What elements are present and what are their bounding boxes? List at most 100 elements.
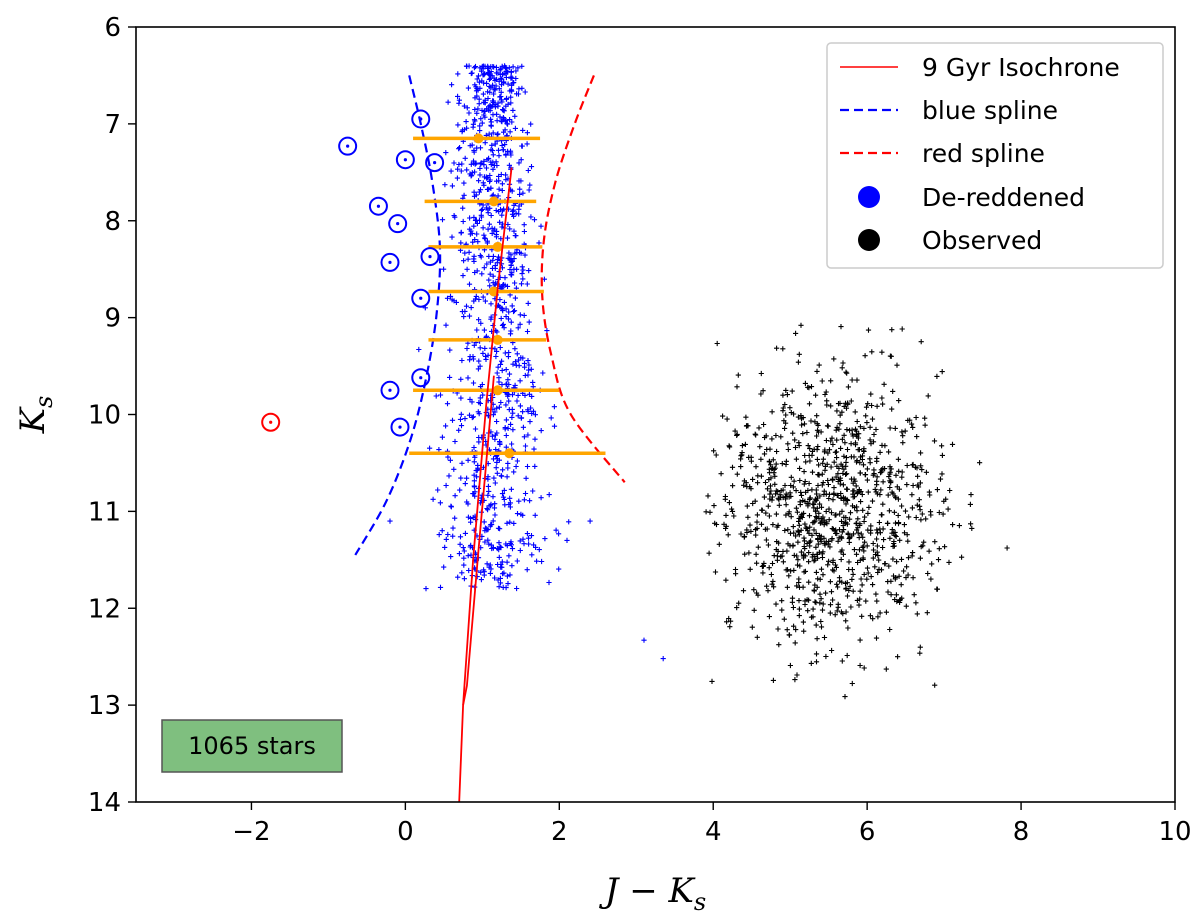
observed-point: [868, 527, 874, 533]
dereddened-point: [460, 545, 466, 551]
observed-point: [925, 393, 931, 399]
observed-point: [815, 536, 821, 542]
observed-point: [813, 544, 819, 550]
dereddened-point: [505, 460, 511, 466]
observed-point: [877, 526, 883, 532]
dereddened-point: [497, 114, 503, 120]
dereddened-point: [442, 544, 448, 550]
dereddened-point: [506, 309, 512, 315]
dereddened-point: [641, 637, 647, 643]
dereddened-point: [494, 260, 500, 266]
dereddened-point: [497, 344, 503, 351]
observed-point: [753, 551, 759, 557]
observed-point: [779, 553, 785, 559]
observed-point: [779, 607, 785, 613]
observed-point: [923, 469, 929, 475]
blue-outlier-ring: [411, 368, 431, 388]
dereddened-point: [507, 226, 513, 232]
observed-point: [855, 516, 861, 522]
dereddened-point: [449, 183, 455, 189]
observed-point: [806, 559, 812, 565]
observed-point: [826, 517, 832, 523]
observed-point: [793, 627, 799, 633]
observed-point: [861, 518, 867, 525]
observed-point: [826, 495, 832, 502]
dereddened-point: [499, 181, 505, 187]
dereddened-point: [508, 262, 514, 268]
dereddened-point: [444, 401, 451, 407]
observed-point: [852, 442, 859, 448]
observed-point: [835, 471, 841, 477]
observed-point: [832, 562, 839, 568]
observed-point: [854, 597, 860, 603]
dereddened-point: [494, 430, 500, 436]
observed-point: [810, 501, 816, 507]
dereddened-point: [479, 206, 485, 212]
dereddened-point: [527, 498, 533, 504]
observed-point: [761, 451, 768, 457]
dereddened-point: [499, 208, 506, 214]
observed-point: [959, 554, 965, 560]
dereddened-point: [487, 172, 493, 179]
observed-point: [830, 441, 836, 448]
observed-point: [874, 403, 880, 409]
dereddened-point: [457, 145, 463, 151]
observed-point: [729, 464, 736, 470]
dereddened-point: [472, 237, 478, 243]
dereddened-point: [445, 99, 451, 105]
observed-point: [732, 428, 738, 434]
dereddened-point: [486, 155, 492, 161]
dereddened-point: [445, 531, 451, 538]
blue-outlier-center: [419, 296, 423, 300]
observed-point: [890, 573, 897, 579]
observed-point: [726, 615, 732, 622]
dereddened-point: [524, 567, 530, 573]
observed-point: [791, 552, 797, 558]
dereddened-point: [508, 94, 514, 100]
observed-point: [838, 556, 844, 563]
dereddened-point: [498, 473, 504, 479]
dereddened-point: [467, 231, 473, 237]
observed-point: [858, 499, 864, 505]
dereddened-point: [513, 210, 519, 216]
dereddened-point: [442, 182, 448, 188]
observed-point: [862, 514, 868, 520]
observed-point: [843, 586, 849, 592]
observed-point: [740, 588, 747, 594]
observed-point: [910, 575, 916, 581]
dereddened-point: [494, 456, 500, 462]
observed-point: [849, 377, 855, 383]
dereddened-point: [499, 559, 505, 565]
dereddened-point: [506, 349, 512, 356]
dereddened-point: [516, 498, 522, 504]
outliers-layer: [261, 109, 445, 437]
dereddened-point: [456, 427, 462, 433]
dereddened-point: [546, 492, 552, 498]
dereddened-point: [460, 273, 466, 279]
observed-point: [793, 505, 799, 511]
observed-point: [747, 522, 753, 528]
dereddened-point: [522, 89, 528, 95]
observed-point: [806, 530, 812, 536]
dereddened-point: [509, 563, 515, 569]
observed-point: [754, 519, 760, 525]
observed-point: [939, 369, 945, 375]
observed-point: [811, 587, 817, 593]
observed-point: [775, 626, 781, 632]
observed-point: [914, 434, 920, 440]
observed-point: [899, 429, 905, 435]
observed-point: [894, 559, 900, 565]
observed-point: [819, 607, 826, 613]
dereddened-point: [503, 151, 509, 157]
dereddened-point: [449, 82, 455, 88]
observed-point: [835, 478, 841, 485]
dereddened-point: [507, 495, 513, 501]
dereddened-point: [471, 444, 477, 451]
observed-point: [739, 443, 745, 449]
dereddened-point: [505, 81, 511, 87]
observed-point: [774, 345, 780, 351]
dereddened-point: [501, 107, 507, 113]
dereddened-point: [485, 65, 491, 72]
observed-point: [851, 547, 857, 553]
observed-point: [826, 558, 832, 564]
